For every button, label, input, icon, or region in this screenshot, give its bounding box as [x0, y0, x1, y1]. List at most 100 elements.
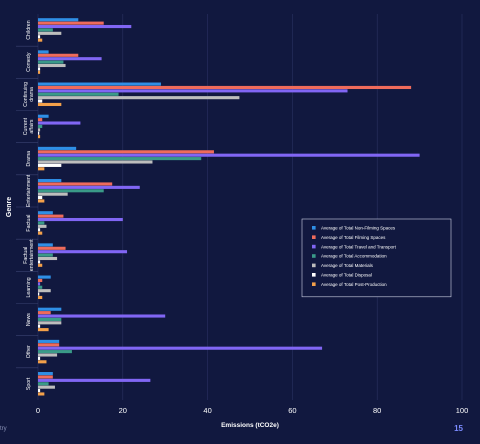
- category-label-6: Factual: [26, 215, 32, 232]
- bar-10-4: [38, 353, 58, 357]
- bar-10-1: [38, 343, 60, 347]
- category-label-10: Other: [26, 345, 32, 358]
- bar-1-2: [38, 57, 102, 61]
- category-label-line-5-0: Entertainment: [26, 174, 32, 207]
- x-tick-label-2: 40: [203, 406, 211, 415]
- bar-7-0: [38, 243, 53, 247]
- bar-4-2: [38, 153, 420, 157]
- bar-11-1: [38, 375, 53, 379]
- x-tick-label-1: 20: [119, 406, 127, 415]
- category-label-line-3-0: Current: [23, 117, 29, 135]
- legend-swatch-6: [312, 282, 316, 286]
- x-tick-label-0: 0: [36, 406, 40, 415]
- category-label-line-2-1: drama: [29, 87, 35, 102]
- legend-label-3: Average of Total Accommodation: [321, 254, 387, 259]
- category-label-8: Learning: [26, 277, 32, 297]
- category-label-1: Comedy: [26, 52, 32, 72]
- bar-3-4: [38, 128, 41, 132]
- category-label-line-6-0: Factual: [26, 215, 32, 232]
- bar-11-0: [38, 372, 53, 376]
- bar-10-5: [38, 356, 41, 360]
- legend-swatch-5: [312, 273, 316, 277]
- category-label-line-4-0: Drama: [26, 151, 32, 167]
- bar-9-4: [38, 321, 62, 325]
- bar-3-5: [38, 131, 40, 135]
- bar-6-1: [38, 214, 64, 218]
- bar-7-4: [38, 256, 58, 261]
- category-label-5: Entertainment: [26, 174, 32, 207]
- bar-0-3: [38, 28, 53, 32]
- category-label-line-7-1: entertainment: [29, 239, 35, 271]
- x-tick-label-4: 80: [373, 406, 381, 415]
- bar-6-0: [38, 211, 53, 215]
- bar-9-1: [38, 311, 51, 315]
- bar-3-0: [38, 114, 49, 118]
- bar-6-5: [38, 228, 41, 232]
- category-label-line-8-0: Learning: [26, 277, 32, 297]
- bar-5-5: [38, 196, 43, 200]
- bar-4-3: [38, 157, 202, 161]
- bar-0-5: [38, 35, 41, 39]
- bar-8-0: [38, 275, 51, 279]
- bar-2-6: [38, 102, 62, 107]
- bar-2-4: [38, 96, 240, 100]
- category-label-line-11-0: Sport: [26, 377, 32, 390]
- bar-9-2: [38, 314, 166, 318]
- bar-11-5: [38, 389, 41, 393]
- footer-text: try: [0, 426, 7, 432]
- x-axis-title: Emissions (tCO2e): [221, 422, 279, 429]
- bar-5-1: [38, 182, 113, 186]
- bar-10-6: [38, 360, 47, 364]
- bar-8-1: [38, 278, 43, 283]
- legend-swatch-3: [312, 254, 316, 258]
- category-label-0: Children: [26, 20, 32, 39]
- category-label-3: Currentaffairs: [23, 117, 35, 135]
- bar-8-2: [38, 282, 41, 286]
- x-tick-label-3: 60: [288, 406, 296, 415]
- bar-7-2: [38, 250, 128, 254]
- bar-1-6: [38, 70, 41, 74]
- category-label-line-10-0: Other: [26, 345, 32, 358]
- bar-7-1: [38, 246, 66, 250]
- bar-11-3: [38, 382, 49, 386]
- bar-2-1: [38, 85, 412, 90]
- legend-label-0: Average of Total Non-Filming Spaces: [321, 226, 396, 231]
- page-number: 15: [454, 424, 463, 433]
- bar-6-6: [38, 231, 43, 235]
- bar-8-5: [38, 292, 40, 296]
- bar-1-5: [38, 67, 41, 71]
- legend-swatch-4: [312, 263, 316, 268]
- bar-7-3: [38, 253, 53, 257]
- legend-label-6: Average of Total Post-Production: [321, 282, 387, 287]
- bar-4-1: [38, 150, 214, 154]
- bar-8-6: [38, 295, 43, 300]
- category-label-line-1-0: Comedy: [26, 52, 32, 72]
- bar-6-4: [38, 224, 47, 228]
- bar-2-0: [38, 82, 161, 86]
- bar-11-2: [38, 378, 151, 382]
- bar-10-2: [38, 346, 323, 350]
- bar-0-4: [38, 31, 62, 35]
- bar-5-6: [38, 199, 45, 203]
- bar-0-1: [38, 21, 104, 25]
- category-label-line-3-1: affairs: [29, 119, 35, 133]
- bar-9-6: [38, 328, 49, 332]
- bar-5-0: [38, 179, 62, 183]
- bar-3-2: [38, 121, 81, 125]
- legend-swatch-2: [312, 244, 316, 249]
- bar-2-2: [38, 89, 348, 93]
- bar-3-1: [38, 118, 43, 122]
- bar-9-0: [38, 307, 62, 311]
- legend-label-5: Average of Total Disposal: [321, 273, 372, 278]
- bar-1-4: [38, 63, 66, 68]
- bar-1-0: [38, 50, 49, 54]
- bar-10-0: [38, 339, 60, 343]
- bar-1-3: [38, 60, 64, 64]
- category-label-line-2-0: Continuing: [23, 82, 29, 107]
- bar-9-3: [38, 317, 62, 321]
- bar-2-3: [38, 92, 119, 96]
- bar-0-0: [38, 18, 79, 22]
- bar-6-3: [38, 221, 45, 225]
- bar-3-3: [38, 124, 43, 128]
